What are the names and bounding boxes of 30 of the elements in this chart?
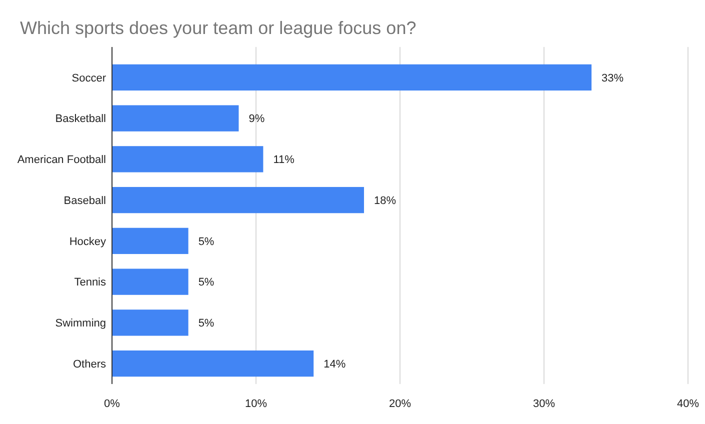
x-tick-label: 30% [532,398,556,410]
y-tick-label: Soccer [72,72,106,84]
bar [112,310,188,336]
data-label: 5% [198,318,214,330]
y-tick-label: Others [72,358,106,370]
y-tick-label: Basketball [55,113,106,126]
bar [112,146,264,172]
bar [112,64,592,91]
bar [112,268,188,295]
y-tick-label: Swimming [55,318,106,330]
data-label: 11% [273,154,295,166]
y-tick-label: American Football [17,154,106,166]
bar [112,350,314,377]
bar [112,228,188,254]
bar [112,105,239,132]
bar [112,186,364,214]
chart-title: Which sports does your team or league focus on? [20,18,416,38]
y-tick-label: Hockey [69,236,106,248]
x-tick-label: 10% [244,398,268,410]
x-tick-label: 0% [104,398,120,410]
data-label: 5% [198,236,214,248]
x-tick-label: 40% [676,398,700,410]
x-tick-label: 20% [388,398,412,410]
y-tick-label: Tennis [74,276,106,289]
data-label: 18% [374,194,396,207]
data-label: 5% [198,276,214,289]
data-label: 33% [602,72,624,84]
data-label: 14% [324,358,346,370]
data-label: 9% [248,113,265,126]
y-tick-label: Baseball [64,194,106,207]
